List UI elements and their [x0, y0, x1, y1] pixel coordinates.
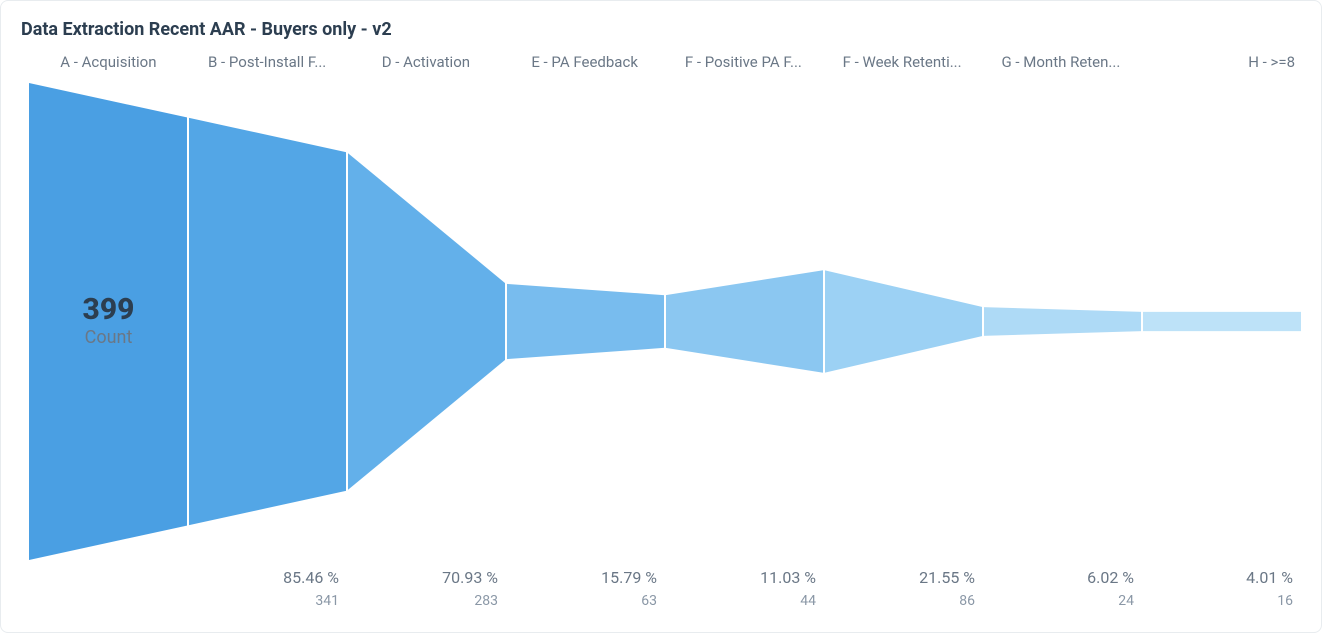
stage-percent: 11.03 % [669, 568, 816, 587]
stage-percent: 15.79 % [510, 568, 657, 587]
stage-header: F - Week Retenti... [823, 53, 982, 79]
stage-header: H - >=8 [1140, 53, 1301, 79]
stage-count: 283 [351, 593, 498, 609]
stage-count: 16 [1146, 593, 1293, 609]
stage-percent: 6.02 % [987, 568, 1134, 587]
stage-percent: 21.55 % [828, 568, 975, 587]
stage-footers: 85.46 % 341 70.93 % 283 15.79 % 63 11.03 % 44 21… [29, 568, 1301, 616]
funnel-segment [188, 118, 347, 526]
stage-header: B - Post-Install F... [188, 53, 347, 79]
funnel-segment [506, 284, 665, 359]
funnel-segment [824, 270, 983, 373]
stage-percent: 4.01 % [1146, 568, 1293, 587]
funnel-svg-holder: 399 Count [29, 83, 1301, 560]
card-title: Data Extraction Recent AAR - Buyers only… [21, 19, 1301, 40]
stage-header: G - Month Reten... [982, 53, 1141, 79]
stage-count: 63 [510, 593, 657, 609]
stage-footer: 21.55 % 86 [824, 568, 983, 616]
stage-footer: 15.79 % 63 [506, 568, 665, 616]
stage-header: E - PA Feedback [505, 53, 664, 79]
stage-count: 44 [669, 593, 816, 609]
stage-footer [29, 568, 188, 616]
funnel-segment [1142, 312, 1301, 331]
stage-count: 86 [828, 593, 975, 609]
stage-count: 341 [192, 593, 339, 609]
funnel-segment [347, 152, 506, 490]
stage-footer: 4.01 % 16 [1142, 568, 1301, 616]
chart-card: Data Extraction Recent AAR - Buyers only… [0, 0, 1322, 633]
stage-footer: 6.02 % 24 [983, 568, 1142, 616]
stage-header: D - Activation [347, 53, 506, 79]
stage-header: F - Positive PA F... [664, 53, 823, 79]
stage-count: 24 [987, 593, 1134, 609]
funnel-segment [983, 307, 1142, 336]
stage-headers: A - AcquisitionB - Post-Install F...D - … [29, 53, 1301, 79]
stage-footer: 70.93 % 283 [347, 568, 506, 616]
funnel-svg [29, 83, 1301, 560]
stage-footer: 85.46 % 341 [188, 568, 347, 616]
stage-percent: 70.93 % [351, 568, 498, 587]
stage-footer: 11.03 % 44 [665, 568, 824, 616]
stage-percent: 85.46 % [192, 568, 339, 587]
funnel-segment [29, 83, 188, 560]
funnel-segment [665, 270, 824, 373]
chart-area: A - AcquisitionB - Post-Install F...D - … [29, 53, 1301, 616]
stage-header: A - Acquisition [29, 53, 188, 79]
